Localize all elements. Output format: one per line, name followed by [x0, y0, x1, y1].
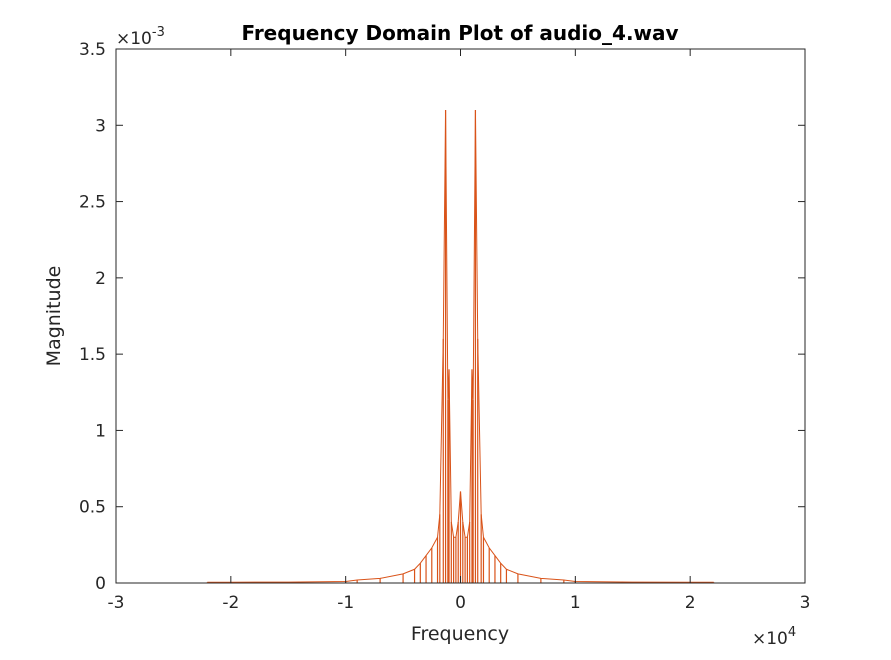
svg-text:×104: ×104 [752, 625, 796, 649]
y-exponent-base: ×10 [116, 29, 152, 49]
y-tick-label: 1.5 [79, 345, 106, 365]
y-tick-label: 0.5 [79, 498, 106, 518]
x-tick-label: -2 [222, 593, 239, 613]
axes-box [115, 48, 806, 584]
x-tick-label: -1 [337, 593, 354, 613]
x-exponent-label: ×104 [752, 625, 796, 649]
x-tick-label: -3 [108, 593, 125, 613]
y-exponent-label: ×10-3 [116, 25, 165, 49]
x-exponent-base: ×10 [752, 629, 788, 649]
y-axis-label: Magnitude [43, 266, 65, 367]
y-tick-label: 2 [95, 269, 106, 289]
x-tick-label: 1 [570, 593, 581, 613]
chart-title: Frequency Domain Plot of audio_4.wav [241, 21, 678, 45]
y-tick-label: 0 [95, 574, 106, 594]
ticks-layer: -3 -2 -1 0 1 2 3 0 0.5 1 1.5 2 2.5 3 3.5 [79, 40, 810, 613]
x-axis-label: Frequency [411, 623, 509, 645]
x-tick-label: 2 [685, 593, 696, 613]
plot-layer [206, 110, 715, 583]
x-exponent-power: 4 [788, 625, 796, 640]
y-tick-label: 1 [95, 421, 106, 441]
y-tick-label: 3.5 [79, 40, 106, 60]
svg-text:×10-3: ×10-3 [116, 25, 165, 49]
x-tick-label: 0 [455, 593, 466, 613]
x-tick-label: 3 [800, 593, 811, 613]
y-exponent-power: -3 [152, 25, 165, 40]
y-tick-label: 3 [95, 116, 106, 136]
y-tick-label: 2.5 [79, 193, 106, 213]
